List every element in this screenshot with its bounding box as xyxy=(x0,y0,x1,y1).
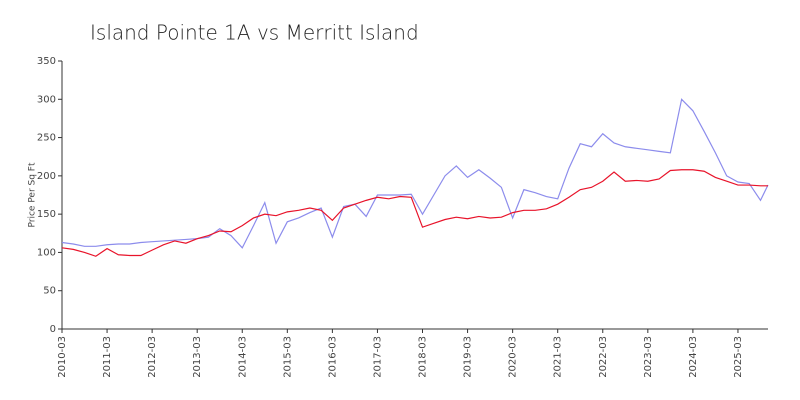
x-tick-label: 2015-03 xyxy=(282,336,293,378)
y-tick-label: 100 xyxy=(37,247,56,258)
x-tick-label: 2024-03 xyxy=(688,336,699,378)
x-tick-label: 2021-03 xyxy=(553,336,564,378)
y-tick-label: 0 xyxy=(50,324,56,335)
chart-title: Island Pointe 1A vs Merritt Island xyxy=(90,21,419,45)
x-tick-label: 2013-03 xyxy=(192,336,203,378)
y-tick-label: 150 xyxy=(37,209,56,220)
x-tick-label: 2012-03 xyxy=(147,336,158,378)
x-tick-label: 2016-03 xyxy=(327,336,338,378)
x-tick-label: 2023-03 xyxy=(643,336,654,378)
x-tick-label: 2011-03 xyxy=(102,336,113,378)
x-tick-label: 2019-03 xyxy=(463,336,474,378)
x-tick-label: 2025-03 xyxy=(733,336,744,378)
y-tick-label: 250 xyxy=(37,133,56,144)
series-line xyxy=(61,169,768,257)
x-tick-label: 2014-03 xyxy=(237,336,248,378)
x-tick-label: 2017-03 xyxy=(372,336,383,378)
x-tick-label: 2022-03 xyxy=(598,336,609,378)
y-axis-label: Price Per Sq Ft xyxy=(28,162,38,227)
x-tick-label: 2018-03 xyxy=(418,336,429,378)
x-tick-label: 2020-03 xyxy=(508,336,519,378)
y-tick-label: 300 xyxy=(37,94,56,105)
x-tick-label: 2010-03 xyxy=(57,336,68,378)
y-tick-label: 50 xyxy=(43,286,56,297)
series-line xyxy=(61,98,769,249)
y-tick-label: 200 xyxy=(37,171,56,182)
y-tick-label: 350 xyxy=(37,56,56,67)
